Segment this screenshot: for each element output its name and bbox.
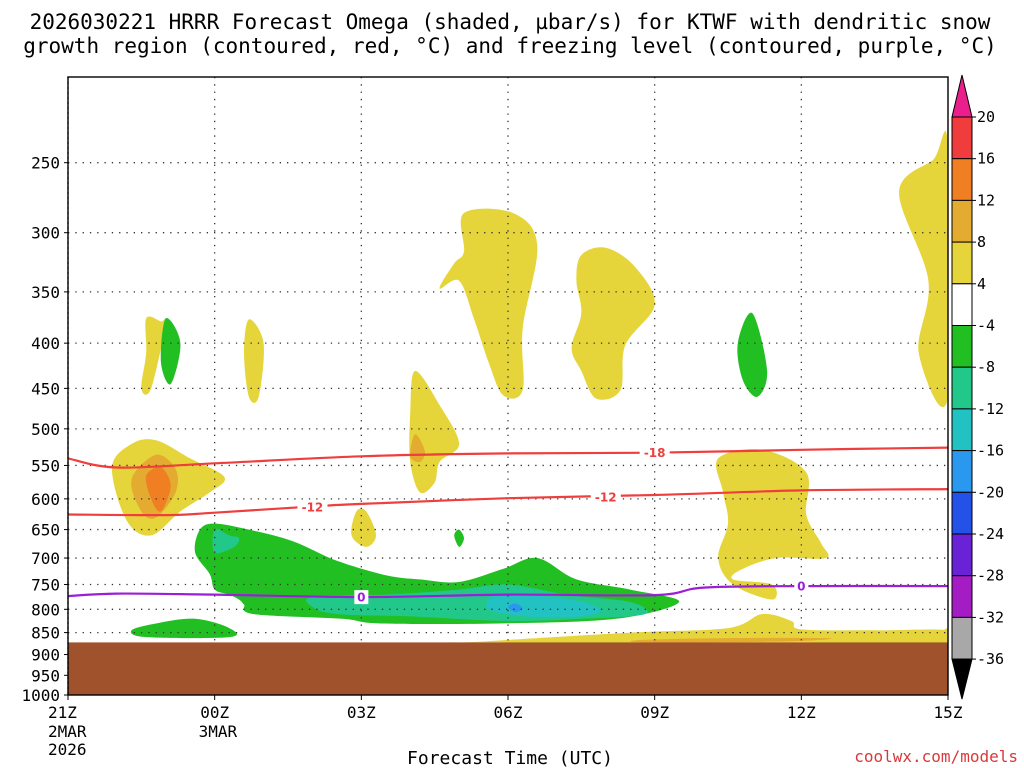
omega-region-upper-a	[439, 208, 538, 399]
omega-region-upper-b	[571, 247, 655, 400]
y-tick-850: 850	[31, 624, 60, 643]
omega-region-surface-warm-8	[630, 637, 832, 643]
colorbar-bottom-arrow	[951, 658, 973, 700]
colorbar-swatch-4	[951, 241, 973, 285]
x-tick-date-00Z: 3MAR	[199, 722, 238, 741]
colorbar-label-1: 16	[977, 150, 995, 168]
x-tick-00Z: 00Z	[200, 703, 229, 722]
y-tick-600: 600	[31, 490, 60, 509]
x-tick-12Z: 12Z	[787, 703, 816, 722]
y-tick-900: 900	[31, 646, 60, 665]
y-tick-1000: 1000	[21, 686, 60, 705]
chart-title-line2: growth region (contoured, red, °C) and f…	[23, 34, 997, 58]
y-tick-650: 650	[31, 521, 60, 540]
colorbar-label-5: -4	[977, 317, 995, 335]
y-tick-450: 450	[31, 379, 60, 398]
y-tick-300: 300	[31, 224, 60, 243]
ground-layer	[68, 642, 948, 695]
colorbar-label-6: -8	[977, 358, 995, 376]
y-tick-350: 350	[31, 283, 60, 302]
omega-region-small-f	[454, 529, 464, 547]
omega-region-small-e	[737, 312, 768, 397]
x-tick-09Z: 09Z	[640, 703, 669, 722]
omega-region-low-green-left	[130, 618, 237, 639]
chart-title-line1: 2026030221 HRRR Forecast Omega (shaded, …	[30, 10, 991, 34]
colorbar-swatch-1	[951, 116, 973, 160]
contour-label-bg-dgz-bottom-1	[297, 500, 328, 515]
x-tick-15Z: 15Z	[934, 703, 963, 722]
colorbar-label-2: 12	[977, 191, 995, 209]
colorbar-swatch-7	[951, 366, 973, 410]
omega-region-low-blue	[508, 603, 523, 613]
contour-label-bg-freezing-level-2	[794, 579, 809, 594]
colorbar-swatch-11	[951, 533, 973, 577]
omega-region-small-b	[244, 319, 264, 403]
colorbar-label-8: -16	[977, 442, 1004, 460]
colorbar-swatch-6	[951, 325, 973, 368]
colorbar-label-10: -24	[977, 525, 1004, 543]
omega-region-right-warm	[715, 449, 829, 600]
contour-dgz-top	[68, 446, 948, 469]
colorbar: 20 16 12 8 4 -4 -8 -12 -16 -20 -24 -28 -32 -36	[951, 74, 1004, 700]
colorbar-swatch-8	[951, 408, 973, 452]
omega-region-small-c	[351, 508, 376, 547]
contour-label-bg-freezing-level-1	[354, 590, 369, 605]
contour-dgz-bottom	[68, 488, 948, 517]
colorbar-swatch-5	[951, 283, 973, 326]
colorbar-label-4: 4	[977, 275, 986, 293]
omega-region-mid-plume	[409, 370, 460, 494]
contour-label-bg-dgz-top-1	[639, 445, 670, 460]
omega-shading	[111, 130, 948, 644]
contour-lines: -18 -12 -12 0 0	[68, 445, 948, 605]
x-tick-06Z: 06Z	[494, 703, 523, 722]
gridlines	[67, 77, 948, 695]
colorbar-swatch-3	[951, 199, 973, 243]
y-tick-500: 500	[31, 420, 60, 439]
contour-label-freezing-level-1: 0	[357, 591, 365, 605]
contour-label-freezing-level-2: 0	[797, 580, 805, 594]
x-tick-03Z: 03Z	[347, 703, 376, 722]
ground-fill	[68, 642, 948, 695]
colorbar-swatch-2	[951, 158, 973, 201]
colorbar-label-9: -20	[977, 483, 1004, 501]
y-axis: 250 300 350 400 450 500 550 600 650 700 750 800 850 9…	[21, 154, 68, 705]
y-tick-400: 400	[31, 334, 60, 353]
omega-region-low-green-cyan	[212, 528, 240, 554]
colorbar-label-13: -36	[977, 650, 1004, 668]
y-tick-750: 750	[31, 576, 60, 595]
contour-label-dgz-bottom-1: -12	[302, 501, 324, 515]
omega-region-small-a	[141, 316, 167, 395]
omega-region-surface-warm	[443, 613, 948, 644]
y-tick-950: 950	[31, 666, 60, 685]
omega-region-surface-right-tip	[937, 628, 948, 639]
colorbar-swatch-10	[951, 491, 973, 535]
colorbar-label-12: -32	[977, 608, 1004, 626]
contour-label-dgz-top-1: -18	[644, 446, 666, 460]
x-tick-date-21Z: 2MAR	[48, 722, 87, 741]
credit-link[interactable]: coolwx.com/models	[854, 747, 1018, 766]
x-axis-label: Forecast Time (UTC)	[407, 748, 613, 768]
x-tick-21Z: 21Z	[48, 703, 77, 722]
omega-region-upper-right	[899, 130, 948, 408]
colorbar-label-0: 20	[977, 108, 995, 126]
y-tick-800: 800	[31, 600, 60, 619]
y-tick-550: 550	[31, 456, 60, 475]
colorbar-swatch-9	[951, 450, 973, 493]
omega-region-small-d	[160, 318, 181, 385]
y-tick-250: 250	[31, 154, 60, 173]
colorbar-swatch-12	[951, 575, 973, 618]
contour-label-bg-dgz-bottom-2	[590, 489, 621, 504]
contour-label-dgz-bottom-2: -12	[595, 490, 617, 504]
colorbar-label-11: -28	[977, 567, 1004, 585]
omega-region-left-warm-12	[145, 467, 171, 512]
contour-freezing-level	[68, 584, 948, 599]
colorbar-label-7: -12	[977, 400, 1004, 418]
x-tick-year-21Z: 2026	[48, 740, 87, 759]
colorbar-label-3: 8	[977, 233, 986, 251]
colorbar-top-arrow	[951, 74, 973, 118]
colorbar-swatch-13	[951, 616, 973, 660]
y-tick-700: 700	[31, 549, 60, 568]
